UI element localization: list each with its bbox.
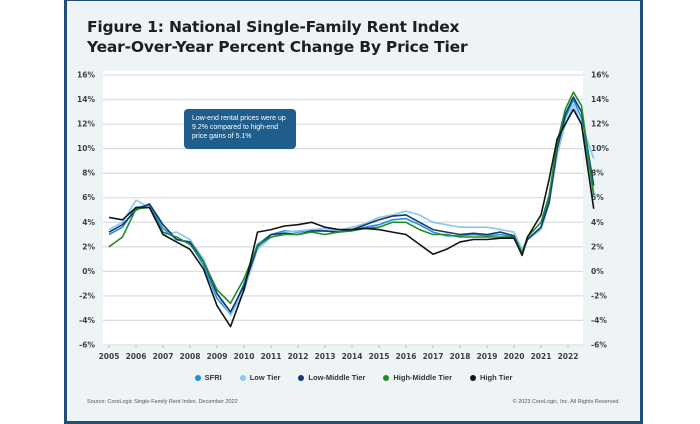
series-line-low-tier [108, 103, 595, 317]
y-tick-label-right: 8% [591, 169, 604, 178]
source-note: Source: CoreLogic Single-Family Rent Ind… [87, 399, 238, 405]
chart-subtitle: Year-Over-Year Percent Change By Price T… [87, 38, 468, 56]
y-tick-label-right: 4% [591, 218, 604, 227]
legend-dot-sfri [194, 374, 201, 381]
x-tick-label: 2006 [126, 352, 147, 361]
x-tick-label: 2015 [369, 352, 390, 361]
series-line-high-tier [108, 108, 595, 328]
x-tick-label: 2020 [504, 352, 525, 361]
y-tick-label-left: 10% [77, 144, 95, 153]
legend-label: High Tier [480, 373, 513, 382]
legend-label: High-Middle Tier [393, 373, 452, 382]
y-tick-label-right: 10% [591, 144, 609, 153]
legend-dot-high-tier [470, 374, 476, 381]
gridlines [103, 74, 583, 346]
x-tick-label: 2021 [531, 352, 552, 361]
y-tick-label-left: 16% [77, 71, 95, 80]
y-tick-label-right: -4% [591, 316, 607, 325]
plot-area [103, 71, 583, 346]
series-line-high-middle-tier [108, 91, 595, 305]
annotation-callout: Low-end rental prices were up 9.2% compa… [184, 109, 296, 149]
y-tick-label-right: 16% [591, 71, 609, 80]
x-tick-label: 2012 [288, 352, 309, 361]
chart-title-line1: Figure 1: National Single-Family Rent In… [87, 18, 460, 36]
line-chart: -6% -4% -2% 0% 2% 4% 6% 8% 10% 12% 14% 16% -6% -4% -2… [77, 71, 609, 362]
y-axis-right: -6% -4% -2% 0% 2% 4% 6% 8% 10% 12% 14% 16% [591, 71, 609, 350]
legend-dot-high-middle-tier [383, 374, 390, 381]
y-tick-label-left: 6% [82, 193, 95, 202]
x-tick-label: 2007 [153, 352, 174, 361]
y-tick-label-right: 12% [591, 120, 609, 129]
legend-item-sfri: SFRI [194, 373, 222, 382]
x-tick-label: 2013 [315, 352, 336, 361]
y-tick-label-right: -2% [591, 291, 607, 300]
x-tick-label: 2018 [450, 352, 471, 361]
legend-dot-low-middle-tier [298, 374, 305, 381]
legend-item-low-tier: Low Tier [239, 373, 281, 382]
y-tick-label-right: -6% [591, 341, 607, 350]
x-tick-label: 2005 [99, 352, 120, 361]
y-tick-label-left: 2% [82, 242, 95, 251]
x-axis: 2005 2006 2007 2008 2009 2010 2011 2012 2013 2014… [99, 345, 579, 361]
chart-title: Figure 1: National Single-Family Rent In… [87, 17, 468, 57]
y-tick-label-right: 6% [591, 193, 604, 202]
legend-label: Low Tier [249, 373, 281, 382]
legend-label: SFRI [204, 373, 222, 382]
x-tick-label: 2009 [207, 352, 228, 361]
y-axis-left: -6% -4% -2% 0% 2% 4% 6% 8% 10% 12% 14% 16% [77, 71, 95, 350]
y-tick-label-left: 8% [82, 169, 95, 178]
y-tick-label-right: 14% [591, 95, 609, 104]
y-tick-label-left: 4% [82, 218, 95, 227]
y-tick-label-left: 0% [82, 267, 95, 276]
figure-frame: Figure 1: National Single-Family Rent In… [64, 0, 643, 424]
copyright-note: © 2023 CoreLogic, Inc. All Rights Reserv… [512, 399, 620, 405]
y-tick-label-right: 2% [591, 242, 604, 251]
legend: SFRI Low Tier Low-Middle Tier High-Middl… [67, 373, 640, 382]
x-tick-label: 2016 [396, 352, 417, 361]
x-tick-label: 2017 [423, 352, 444, 361]
x-tick-label: 2010 [234, 352, 255, 361]
y-tick-label-left: -2% [79, 291, 95, 300]
y-tick-label-left: -6% [79, 341, 95, 350]
x-tick-label: 2014 [342, 352, 363, 361]
x-tick-label: 2022 [558, 352, 579, 361]
legend-dot-low-tier [239, 374, 246, 381]
y-tick-label-left: -4% [79, 316, 95, 325]
y-tick-label-left: 12% [77, 120, 95, 129]
y-tick-label-right: 0% [591, 267, 604, 276]
x-tick-label: 2011 [261, 352, 282, 361]
series-lines [108, 91, 595, 328]
legend-item-low-middle-tier: Low-Middle Tier [298, 373, 365, 382]
legend-item-high-tier: High Tier [470, 373, 512, 382]
legend-label: Low-Middle Tier [308, 373, 366, 382]
legend-item-high-middle-tier: High-Middle Tier [383, 373, 452, 382]
y-tick-label-left: 14% [77, 95, 95, 104]
x-tick-label: 2019 [477, 352, 498, 361]
x-tick-label: 2008 [180, 352, 201, 361]
